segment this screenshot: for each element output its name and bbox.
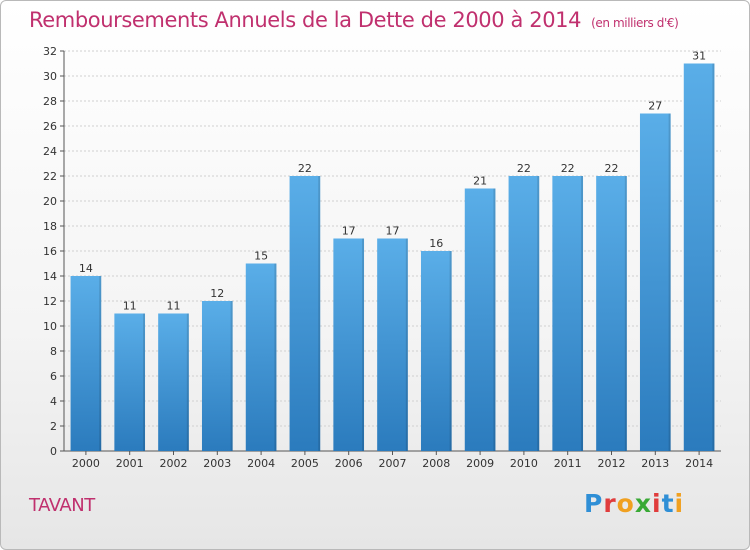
bar-shade-2001	[143, 313, 146, 451]
bar-shade-2000	[99, 276, 102, 451]
chart-subtitle: (en milliers d'€)	[591, 16, 679, 30]
y-tick-label: 8	[50, 345, 57, 358]
y-tick-label: 18	[43, 220, 57, 233]
bar-shade-2013	[668, 113, 671, 451]
data-label-2002: 11	[167, 300, 181, 313]
bar-shade-2007	[405, 238, 408, 451]
data-label-2000: 14	[79, 262, 93, 275]
y-tick-label: 24	[43, 145, 57, 158]
x-tick-label-2007: 2007	[379, 457, 407, 470]
y-tick-label: 28	[43, 95, 57, 108]
logo-letter: t	[661, 489, 675, 518]
bar-2003	[201, 301, 233, 451]
data-label-2013: 27	[648, 100, 662, 113]
x-tick-label-2010: 2010	[510, 457, 538, 470]
y-tick-label: 20	[43, 195, 57, 208]
bar-shade-2014	[712, 63, 715, 451]
data-labels: 14 11 11 12 15 22 17 17 16 21 22 22 22 27 31	[79, 50, 706, 313]
x-tick-label-2000: 2000	[72, 457, 100, 470]
bar-shade-2011	[581, 176, 584, 451]
bar-2001	[114, 313, 146, 451]
bar-2005	[289, 176, 321, 451]
data-label-2009: 21	[473, 175, 487, 188]
data-label-2011: 22	[561, 162, 575, 175]
y-tick-label: 10	[43, 320, 57, 333]
logo-letter: P	[584, 489, 604, 518]
bar-shade-2012	[624, 176, 627, 451]
y-tick-label: 26	[43, 120, 57, 133]
x-tick-label-2001: 2001	[116, 457, 144, 470]
x-tick-label-2009: 2009	[466, 457, 494, 470]
y-tick-label: 22	[43, 170, 57, 183]
x-tick-labels: 2000 2001 2002 2003 2004 2005 2006 2007 2008 2009…	[72, 457, 713, 470]
x-tick-label-2014: 2014	[685, 457, 713, 470]
data-label-2003: 12	[210, 287, 224, 300]
data-label-2007: 17	[386, 225, 400, 238]
data-label-2001: 11	[123, 300, 137, 313]
bar-2009	[464, 188, 496, 451]
y-tick-label: 0	[50, 445, 57, 458]
bar-2013	[639, 113, 671, 451]
bar-2007	[377, 238, 408, 451]
data-label-2004: 15	[254, 250, 268, 263]
bar-2004	[245, 263, 277, 451]
logo-letter: i	[652, 489, 662, 518]
x-tick-label-2011: 2011	[554, 457, 582, 470]
bar-2002	[158, 313, 189, 451]
data-label-2005: 22	[298, 162, 312, 175]
bar-shade-2009	[493, 188, 496, 451]
bar-shade-2008	[449, 251, 452, 451]
bar-shade-2010	[537, 176, 540, 451]
x-tick-label-2006: 2006	[335, 457, 363, 470]
bar-2000	[70, 276, 102, 451]
bar-2008	[420, 251, 452, 451]
data-label-2010: 22	[517, 162, 531, 175]
data-label-2006: 17	[342, 225, 356, 238]
x-tick-label-2004: 2004	[247, 457, 275, 470]
bar-shade-2003	[230, 301, 233, 451]
location-label: TAVANT	[29, 495, 95, 516]
bar-shade-2004	[274, 263, 277, 451]
x-tick-label-2005: 2005	[291, 457, 319, 470]
bar-2012	[596, 176, 627, 451]
bar-shade-2006	[362, 238, 365, 451]
y-tick-label: 12	[43, 295, 57, 308]
y-tick-label: 6	[50, 370, 57, 383]
y-tick-label: 4	[50, 395, 57, 408]
bar-2010	[508, 176, 540, 451]
logo-letter: x	[634, 489, 652, 518]
data-label-2012: 22	[605, 162, 619, 175]
y-tick-label: 14	[43, 270, 57, 283]
logo-letter: r	[603, 489, 617, 518]
y-tick-label: 2	[50, 420, 57, 433]
logo-letter: i	[674, 489, 685, 518]
x-tick-label-2008: 2008	[422, 457, 450, 470]
bar-2014	[683, 63, 715, 451]
x-tick-label-2013: 2013	[641, 457, 669, 470]
x-tick-label-2003: 2003	[203, 457, 231, 470]
y-tick-label: 16	[43, 245, 57, 258]
proxiti-logo: Proxiti	[584, 489, 684, 518]
x-tick-label-2002: 2002	[160, 457, 188, 470]
bar-2006	[333, 238, 365, 451]
logo-letter: o	[616, 489, 635, 518]
chart-title-text: Remboursements Annuels de la Dette de 20…	[29, 8, 582, 32]
bar-2011	[552, 176, 584, 451]
y-tick-label: 30	[43, 70, 57, 83]
y-tick-label: 32	[43, 45, 57, 58]
x-tick-label-2012: 2012	[598, 457, 626, 470]
bars	[70, 63, 715, 451]
bar-shade-2002	[186, 313, 189, 451]
bar-shade-2005	[318, 176, 321, 451]
data-label-2008: 16	[429, 237, 443, 250]
data-label-2014: 31	[692, 50, 706, 63]
chart-title: Remboursements Annuels de la Dette de 20…	[29, 8, 679, 32]
